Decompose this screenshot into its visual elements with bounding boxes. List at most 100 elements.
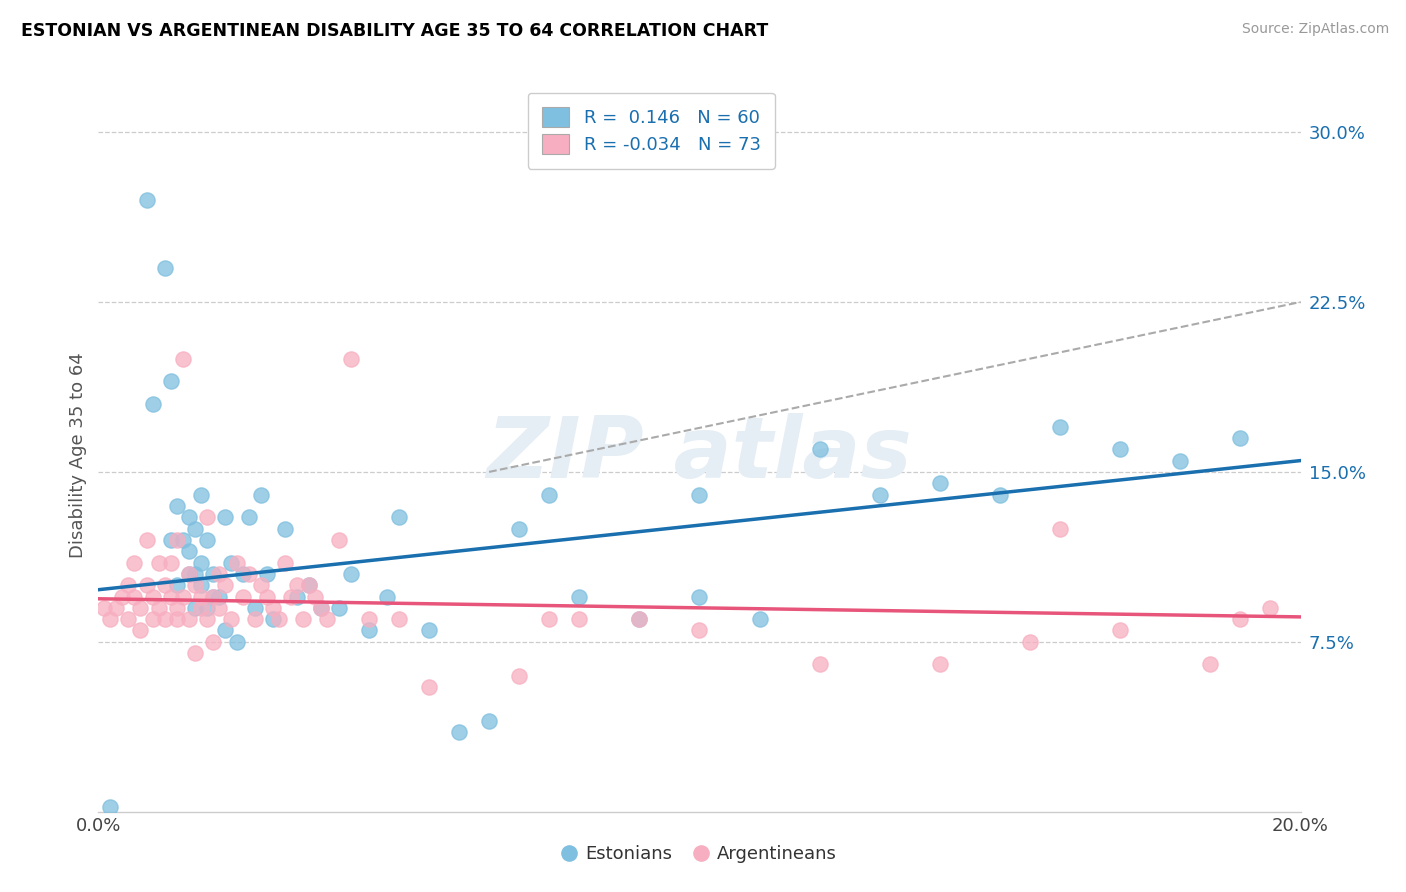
Point — [1049, 522, 1071, 536]
Point — [124, 556, 146, 570]
Point — [214, 624, 236, 638]
Point — [298, 578, 321, 592]
Point — [190, 556, 212, 570]
Point — [214, 510, 236, 524]
Point — [183, 646, 205, 660]
Point — [141, 612, 163, 626]
Point — [304, 590, 326, 604]
Point — [225, 635, 247, 649]
Point — [177, 544, 200, 558]
Point — [135, 578, 157, 592]
Point — [100, 800, 122, 814]
Point — [748, 612, 770, 626]
Point — [340, 351, 363, 366]
Point — [105, 600, 128, 615]
Point — [929, 476, 952, 491]
Point — [688, 487, 710, 501]
Point — [124, 590, 146, 604]
Point — [232, 590, 254, 604]
Point — [166, 612, 188, 626]
Point — [129, 624, 152, 638]
Point — [135, 533, 157, 547]
Point — [628, 612, 651, 626]
Point — [153, 578, 176, 592]
Point — [291, 612, 314, 626]
Text: Source: ZipAtlas.com: Source: ZipAtlas.com — [1241, 22, 1389, 37]
Point — [508, 522, 530, 536]
Point — [183, 522, 205, 536]
Point — [1199, 657, 1222, 672]
Point — [195, 612, 218, 626]
Point — [285, 578, 308, 592]
Point — [214, 578, 236, 592]
Point — [280, 590, 302, 604]
Point — [141, 590, 163, 604]
Point — [148, 556, 170, 570]
Point — [201, 590, 224, 604]
Point — [688, 624, 710, 638]
Point — [219, 612, 242, 626]
Point — [357, 612, 380, 626]
Point — [256, 590, 278, 604]
Point — [172, 590, 194, 604]
Point — [1019, 635, 1042, 649]
Point — [166, 533, 188, 547]
Point — [166, 499, 188, 513]
Point — [1170, 453, 1192, 467]
Point — [267, 612, 290, 626]
Point — [159, 374, 181, 388]
Point — [177, 612, 200, 626]
Point — [249, 578, 271, 592]
Point — [166, 600, 188, 615]
Legend: Estonians, Argentineans: Estonians, Argentineans — [554, 838, 845, 871]
Point — [159, 590, 181, 604]
Point — [100, 612, 122, 626]
Point — [190, 487, 212, 501]
Point — [1109, 624, 1132, 638]
Point — [568, 590, 591, 604]
Point — [201, 590, 224, 604]
Point — [238, 566, 260, 581]
Point — [232, 566, 254, 581]
Point — [1229, 612, 1251, 626]
Point — [172, 533, 194, 547]
Point — [568, 612, 591, 626]
Point — [478, 714, 501, 728]
Point — [190, 600, 212, 615]
Point — [177, 566, 200, 581]
Point — [129, 600, 152, 615]
Point — [190, 590, 212, 604]
Y-axis label: Disability Age 35 to 64: Disability Age 35 to 64 — [69, 352, 87, 558]
Point — [183, 600, 205, 615]
Point — [117, 578, 139, 592]
Point — [274, 522, 297, 536]
Point — [929, 657, 952, 672]
Point — [159, 556, 181, 570]
Point — [219, 556, 242, 570]
Point — [508, 669, 530, 683]
Point — [1109, 442, 1132, 457]
Point — [309, 600, 332, 615]
Point — [688, 590, 710, 604]
Point — [153, 260, 176, 275]
Point — [1260, 600, 1282, 615]
Point — [328, 533, 350, 547]
Point — [177, 566, 200, 581]
Point — [166, 578, 188, 592]
Point — [262, 600, 284, 615]
Point — [172, 351, 194, 366]
Point — [243, 612, 266, 626]
Point — [418, 624, 440, 638]
Point — [117, 612, 139, 626]
Point — [148, 600, 170, 615]
Point — [249, 487, 271, 501]
Point — [208, 566, 231, 581]
Point — [195, 510, 218, 524]
Point — [256, 566, 278, 581]
Point — [153, 612, 176, 626]
Point — [262, 612, 284, 626]
Point — [93, 600, 115, 615]
Point — [988, 487, 1011, 501]
Point — [243, 600, 266, 615]
Point — [808, 442, 831, 457]
